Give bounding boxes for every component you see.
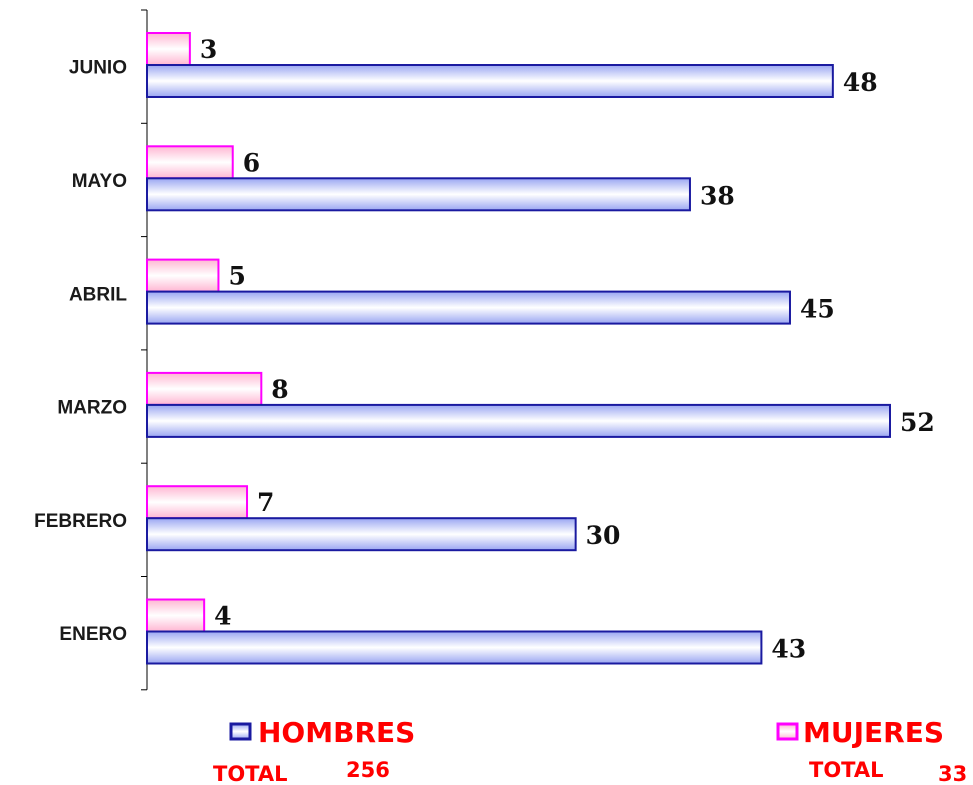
bar-hombres-febrero (146, 517, 577, 552)
bar-mujeres-abril (146, 258, 220, 293)
value-label-hombres-febrero: 30 (586, 521, 621, 550)
value-label-hombres-enero: 43 (771, 635, 806, 664)
legend-total-label-mujeres: TOTAL (809, 758, 884, 782)
bar-hombres-marzo (146, 403, 891, 438)
bar-mujeres-junio (146, 32, 191, 66)
bar-mujeres-enero (146, 598, 206, 633)
category-label-febrero: FEBRERO (34, 511, 127, 532)
y-axis (141, 9, 148, 691)
bar-hombres-abril (146, 290, 791, 325)
value-label-mujeres-marzo: 8 (271, 375, 288, 404)
value-label-hombres-mayo: 38 (700, 181, 735, 210)
bar-mujeres-febrero (146, 485, 249, 520)
legend-swatch-hombres (229, 722, 252, 741)
bars (146, 32, 891, 665)
legend-label-hombres: HOMBRES (258, 716, 415, 749)
category-label-junio: JUNIO (69, 58, 127, 79)
legend-swatch-mujeres (776, 722, 799, 741)
labels: JUNIO 3 48 MAYO 6 38 ABRIL 5 45 MARZO 8 52 FEBRERO 7 3… (34, 35, 935, 664)
bar-mujeres-marzo (146, 371, 263, 406)
category-label-abril: ABRIL (69, 284, 127, 305)
value-label-mujeres-febrero: 7 (257, 488, 274, 517)
value-label-hombres-marzo: 52 (900, 408, 935, 437)
value-label-mujeres-mayo: 6 (243, 148, 260, 177)
value-label-hombres-abril: 45 (800, 295, 835, 324)
legend-total-value-hombres: 256 (346, 758, 390, 782)
legend-total-label-hombres: TOTAL (213, 762, 288, 785)
category-label-marzo: MARZO (57, 398, 127, 419)
bar-hombres-enero (146, 630, 763, 665)
value-label-mujeres-junio: 3 (200, 35, 217, 64)
category-label-enero: ENERO (59, 624, 127, 645)
value-label-mujeres-enero: 4 (214, 602, 231, 631)
category-label-mayo: MAYO (72, 171, 127, 192)
bar-mujeres-mayo (146, 145, 234, 180)
bar-hombres-junio (146, 64, 834, 98)
value-label-hombres-junio: 48 (843, 68, 878, 97)
value-label-mujeres-abril: 5 (228, 262, 245, 291)
legend-total-value-mujeres: 33 (938, 762, 967, 785)
legend-label-mujeres: MUJERES (803, 716, 944, 749)
legend: HOMBRES TOTAL 256 MUJERES TOTAL 33 (213, 716, 967, 785)
bar-hombres-mayo (146, 177, 691, 212)
